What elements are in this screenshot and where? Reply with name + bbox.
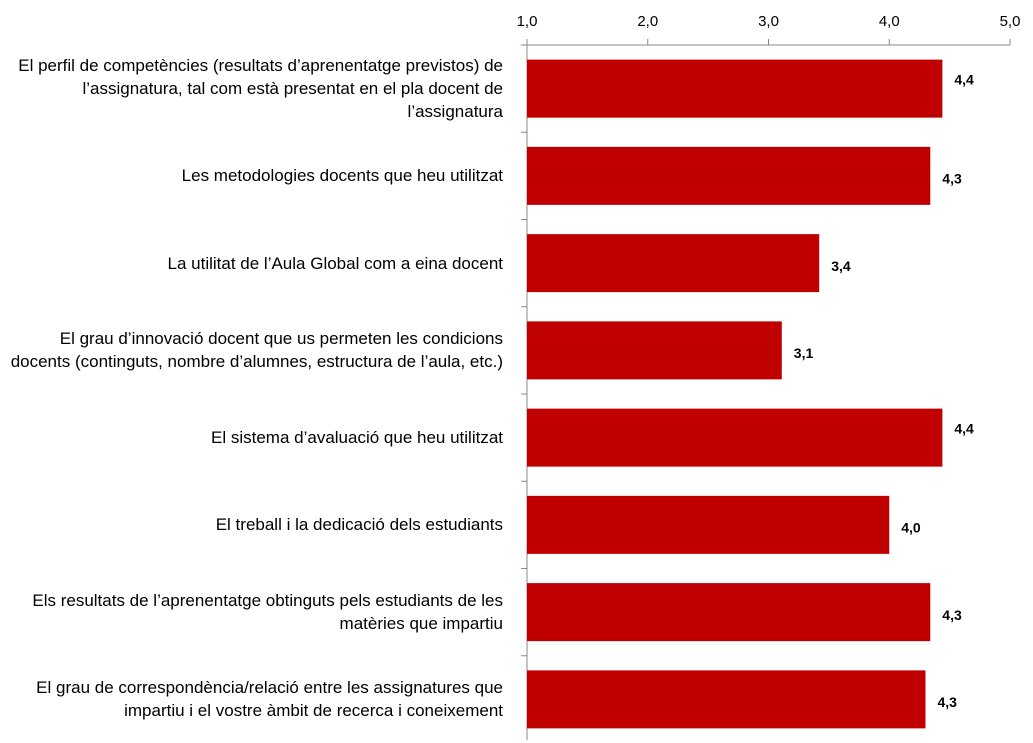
bar	[527, 59, 943, 118]
y-tick-label: El treball i la dedicació dels estudiant…	[215, 515, 503, 535]
y-tick-label: El grau d’innovació docent que us permet…	[10, 329, 503, 372]
y-tick-label: Els resultats de l’aprenentatge obtingut…	[32, 591, 503, 634]
value-label: 4,4	[954, 420, 974, 436]
value-label: 4,3	[942, 607, 962, 623]
x-tick-label: 4,0	[879, 13, 900, 30]
value-label: 4,3	[937, 694, 957, 710]
value-label: 4,0	[901, 520, 921, 536]
value-label: 4,3	[942, 171, 962, 187]
y-tick-label: El sistema d’avaluació que heu utilitzat	[211, 428, 503, 448]
value-label: 4,4	[954, 71, 974, 87]
x-tick-label: 2,0	[637, 13, 658, 30]
bar	[527, 670, 926, 729]
x-tick-label: 3,0	[758, 13, 779, 30]
bar	[527, 583, 931, 642]
bar	[527, 234, 820, 293]
bar	[527, 408, 943, 467]
y-tick-label: El perfil de competències (resultats d’a…	[18, 56, 503, 122]
bar	[527, 321, 782, 380]
x-tick-label: 5,0	[1000, 13, 1021, 30]
y-tick-label: La utilitat de l’Aula Global com a eina …	[167, 253, 503, 273]
x-tick-label: 1,0	[517, 13, 538, 30]
bar	[527, 495, 890, 554]
value-label: 3,4	[831, 258, 851, 274]
y-tick-label: El grau de correspondència/relació entre…	[36, 678, 503, 721]
value-label: 3,1	[794, 345, 814, 361]
y-tick-label: Les metodologies docents que heu utilitz…	[181, 166, 503, 186]
bar	[527, 146, 931, 205]
